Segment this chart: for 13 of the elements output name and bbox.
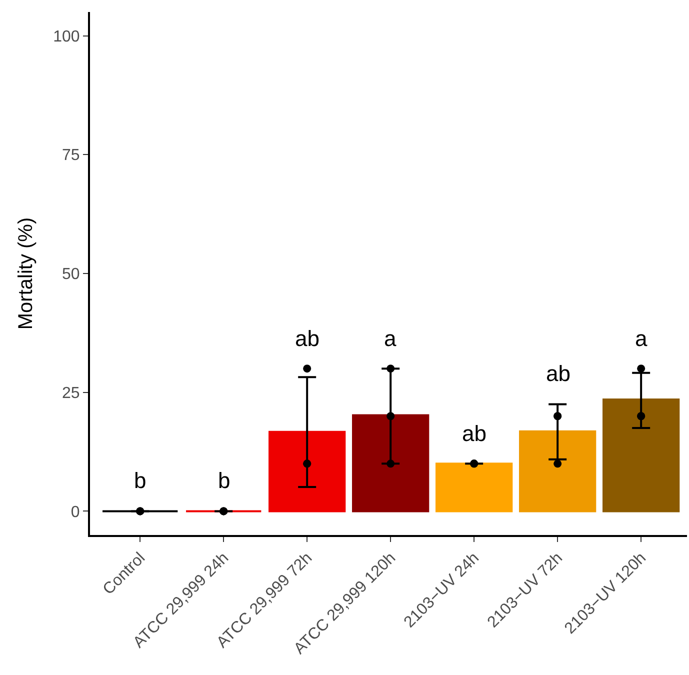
y-axis-title: Mortality (%) (15, 217, 38, 330)
y-tick-label: 50 (62, 266, 80, 284)
y-tick-label: 75 (62, 147, 80, 164)
annotation: b (218, 468, 230, 493)
annotation: ab (462, 421, 486, 446)
annotation: a (384, 326, 397, 351)
y-tick-label: 100 (53, 28, 80, 46)
annotation: b (134, 468, 146, 493)
annotation: ab (295, 326, 320, 351)
y-tick-label: 0 (70, 504, 80, 521)
annotation: a (635, 326, 648, 351)
y-tick-label: 25 (62, 384, 80, 402)
annotation: ab (546, 361, 570, 386)
